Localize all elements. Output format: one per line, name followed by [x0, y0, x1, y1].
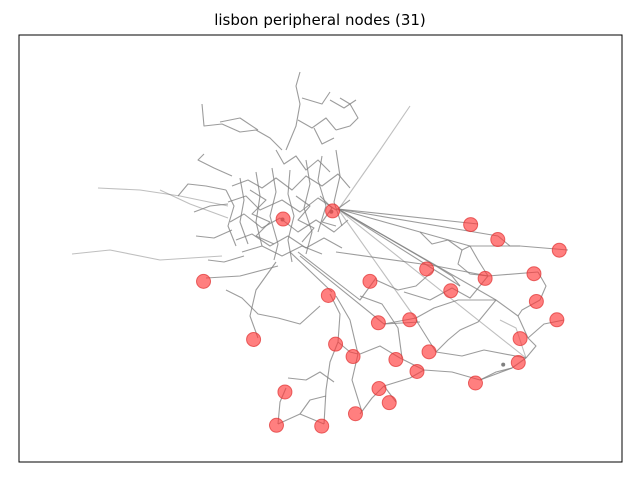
peripheral-node-11: [320, 287, 336, 303]
peripheral-node-16: [370, 315, 386, 331]
peripheral-node-19: [512, 331, 528, 347]
peripheral-node-22: [388, 352, 404, 368]
peripheral-node-10: [362, 273, 378, 289]
chart-title: lisbon peripheral nodes (31): [214, 11, 426, 29]
peripheral-node-7: [419, 261, 435, 277]
peripheral-node-21: [345, 349, 361, 365]
peripheral-node-8: [477, 270, 493, 286]
peripheral-node-4: [490, 232, 506, 248]
peripheral-node-25: [467, 375, 483, 391]
peripheral-node-31: [314, 418, 330, 434]
peripheral-node-27: [371, 381, 387, 397]
peripheral-node-13: [528, 293, 544, 309]
peripheral-node-24: [409, 363, 425, 379]
peripheral-node-18: [328, 336, 344, 352]
peripheral-node-15: [402, 312, 418, 328]
peripheral-node-23: [510, 355, 526, 371]
peripheral-node-29: [347, 406, 363, 422]
peripheral-node-3: [463, 217, 479, 233]
peripheral-node-12: [443, 283, 459, 299]
plot-frame: [18, 34, 623, 463]
peripheral-node-1: [275, 211, 291, 227]
peripheral-node-28: [381, 395, 397, 411]
peripheral-node-14: [549, 312, 565, 328]
peripheral-nodes: [196, 203, 567, 434]
peripheral-node-17: [246, 331, 262, 347]
peripheral-node-26: [277, 384, 293, 400]
hub-point-3: [501, 362, 506, 367]
peripheral-node-2: [325, 203, 341, 219]
peripheral-node-5: [551, 242, 567, 258]
peripheral-node-30: [268, 417, 284, 433]
peripheral-node-20: [421, 344, 437, 360]
peripheral-node-9: [526, 266, 542, 282]
peripheral-node-6: [196, 273, 212, 289]
